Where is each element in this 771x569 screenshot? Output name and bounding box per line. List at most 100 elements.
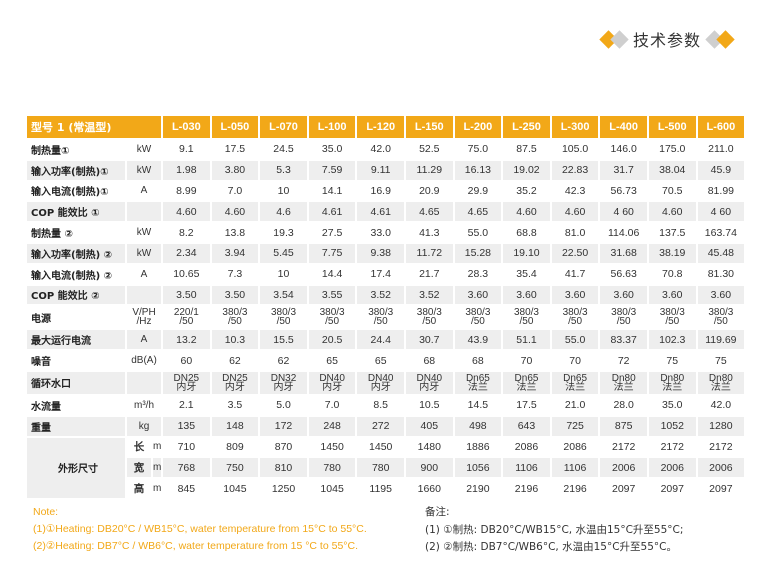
- table-cell: 9.38: [355, 241, 406, 265]
- table-cell: 10.3: [209, 328, 261, 352]
- table-cell: 3.80: [209, 158, 261, 182]
- model-header: L-200: [452, 114, 504, 140]
- table-cell: 3.60: [452, 283, 504, 307]
- row-unit: A: [124, 262, 164, 286]
- table-cell: 2172: [598, 435, 649, 459]
- table-cell: 45.9: [695, 158, 747, 182]
- table-cell: 16.9: [355, 179, 406, 203]
- row-unit: [124, 283, 164, 307]
- table-cell: DN40 内牙: [404, 369, 455, 396]
- table-cell: Dn80 法兰: [695, 369, 747, 396]
- table-cell: 2172: [695, 435, 747, 459]
- table-row: 制热量 ② kW 8.2 13.8 19.3 27.5 33.0 41.3 55.0 68.8 81…: [25, 221, 747, 244]
- table-cell: 35.0: [306, 138, 358, 161]
- table-cell: 1660: [404, 477, 455, 500]
- table-cell: 65: [306, 349, 358, 372]
- table-cell: 87.5: [501, 138, 552, 161]
- cell-line: 内牙: [273, 381, 294, 393]
- cell-line: 法兰: [516, 381, 537, 393]
- table-row: 电源 V/PH/Hz 220/1/50 380/3/50 380/3/50 380/3/5…: [25, 304, 747, 331]
- table-cell: 15.5: [258, 328, 309, 352]
- table-cell: 4.61: [306, 200, 358, 224]
- table-cell: 20.5: [306, 328, 358, 352]
- row-label: 输入功率(制热)①: [25, 158, 127, 182]
- note-en-2: (2)②Heating: DB7°C / WB6°C, water temper…: [33, 540, 358, 552]
- cell-line: Dn80: [611, 372, 636, 384]
- table-row: COP 能效比 ① 4.60 4.60 4.6 4.61 4.61 4.65 4.65 4.60…: [25, 200, 747, 224]
- row-unit: mm: [150, 456, 164, 480]
- row-unit: V/PH/Hz: [124, 304, 164, 331]
- table-cell: 900: [404, 456, 455, 480]
- cell-line: 380/3: [368, 307, 394, 319]
- table-cell: 15.28: [452, 241, 504, 265]
- cell-line: /50: [422, 316, 437, 328]
- table-cell: 7.75: [306, 241, 358, 265]
- table-cell: 2.34: [161, 241, 212, 265]
- table-row: 输入功率(制热)① kW 1.98 3.80 5.3 7.59 9.11 11.29 16.13…: [25, 158, 747, 182]
- table-row: 重量 kg 135 148 172 248 272 405 498 643 725 875 1052 12…: [25, 414, 747, 438]
- table-cell: 10.65: [161, 262, 212, 286]
- table-cell: 4.61: [355, 200, 406, 224]
- table-cell: 710: [161, 435, 212, 459]
- table-cell: 31.68: [598, 241, 649, 265]
- table-cell: 24.5: [258, 138, 309, 161]
- table-cell: 7.3: [209, 262, 261, 286]
- cell-line: /50: [227, 316, 242, 328]
- table-cell: 1056: [452, 456, 504, 480]
- table-cell: 17.4: [355, 262, 406, 286]
- table-row: 最大运行电流 A 13.2 10.3 15.5 20.5 24.4 30.7 43.9 51.1 5…: [25, 328, 747, 352]
- table-cell: 146.0: [598, 138, 649, 161]
- table-cell: 2097: [695, 477, 747, 500]
- table-cell: 22.83: [549, 158, 601, 182]
- cell-line: 法兰: [710, 381, 731, 393]
- cell-line: Dn65: [563, 372, 588, 384]
- row-label: 水流量: [25, 393, 127, 417]
- table-cell: 1250: [258, 477, 309, 500]
- table-cell: 2086: [549, 435, 601, 459]
- table-cell: 70: [549, 349, 601, 372]
- table-cell: 38.04: [646, 158, 698, 182]
- model-header: L-150: [404, 114, 455, 140]
- table-row: 水流量 m³/h 2.1 3.5 5.0 7.0 8.5 10.5 14.5 17.5 21.0 28…: [25, 393, 747, 417]
- cell-line: /50: [325, 316, 340, 328]
- table-cell: 3.52: [404, 283, 455, 307]
- dimension-sub: 宽: [125, 456, 153, 480]
- note-cn-title: 备注:: [425, 506, 450, 518]
- table-cell: 19.10: [501, 241, 552, 265]
- table-cell: 35.0: [646, 393, 698, 417]
- table-cell: 81.99: [695, 179, 747, 203]
- table-cell: 768: [161, 456, 212, 480]
- table-cell: 4.6: [258, 200, 309, 224]
- cell-line: 220/1: [173, 307, 199, 319]
- table-cell: 35.2: [501, 179, 552, 203]
- table-cell: 3.60: [646, 283, 698, 307]
- cell-line: DN40: [367, 372, 394, 384]
- cell-line: /Hz: [136, 316, 152, 328]
- table-cell: 7.59: [306, 158, 358, 182]
- row-label: COP 能效比 ②: [25, 283, 127, 307]
- table-cell: 3.60: [598, 283, 649, 307]
- model-header: L-050: [209, 114, 261, 140]
- cell-line: 法兰: [613, 381, 634, 393]
- cell-line: DN25: [173, 372, 200, 384]
- table-cell: 83.37: [598, 328, 649, 352]
- table-cell: 380/3/50: [258, 304, 309, 331]
- cell-line: /50: [713, 316, 728, 328]
- cell-line: /50: [470, 316, 485, 328]
- table-cell: 1.98: [161, 158, 212, 182]
- table-cell: 14.4: [306, 262, 358, 286]
- cell-line: 380/3: [611, 307, 637, 319]
- table-cell: 172: [258, 414, 309, 438]
- table-cell: 380/3/50: [209, 304, 261, 331]
- table-cell: 135: [161, 414, 212, 438]
- table-cell: 272: [355, 414, 406, 438]
- table-cell: 105.0: [549, 138, 601, 161]
- table-row: 噪音 dB(A) 60 62 62 65 65 68 68 70 70 72 75 75: [25, 349, 747, 372]
- note-cn-2: (2) ②制热: DB7°C/WB6°C, 水温由15°C升至55°C。: [425, 541, 677, 553]
- table-cell: 3.50: [209, 283, 261, 307]
- table-cell: 20.9: [404, 179, 455, 203]
- table-cell: 70.5: [646, 179, 698, 203]
- table-cell: 380/3/50: [646, 304, 698, 331]
- row-unit: kW: [124, 138, 164, 161]
- table-cell: 17.5: [209, 138, 261, 161]
